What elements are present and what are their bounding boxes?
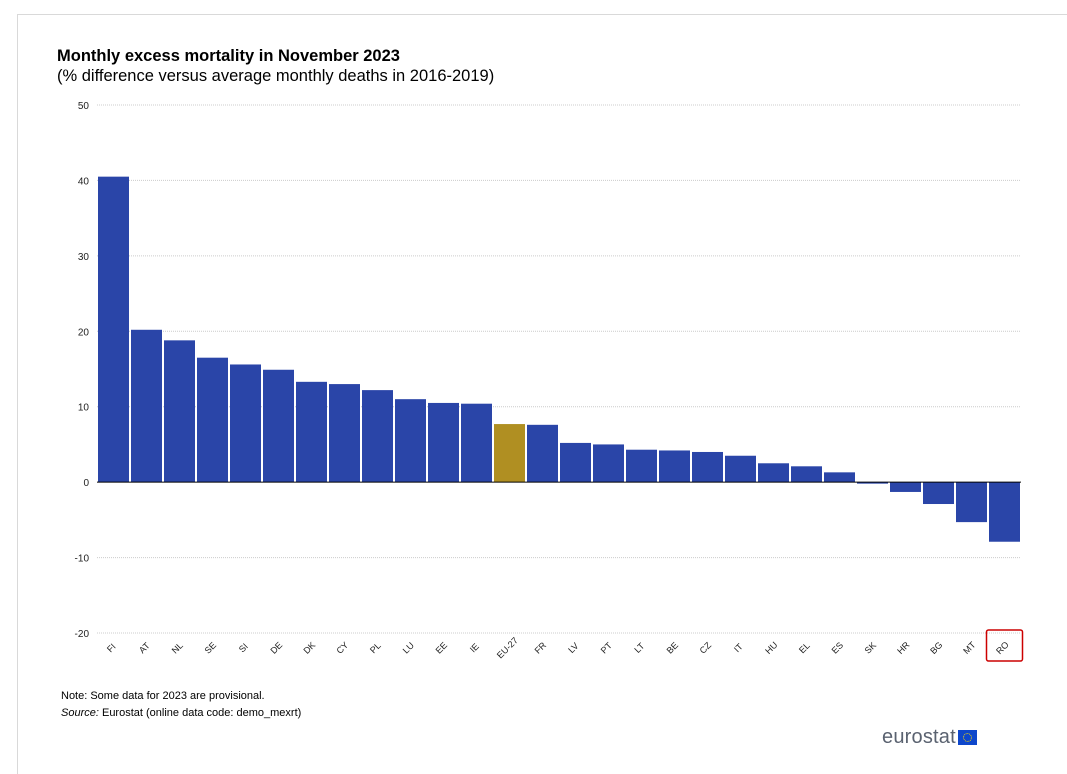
x-tick-label: IE — [468, 641, 481, 654]
x-tick-label: HU — [763, 640, 779, 656]
bar — [956, 482, 987, 523]
bar — [263, 369, 294, 483]
source-text: Eurostat (online data code: demo_mexrt) — [98, 707, 302, 719]
x-tick-label: SE — [203, 640, 219, 656]
x-tick-label: BE — [665, 640, 681, 656]
bar — [362, 390, 393, 483]
bar — [989, 482, 1020, 542]
bar — [164, 340, 195, 483]
y-tick-label: -10 — [75, 554, 90, 565]
bar — [98, 176, 129, 483]
bar — [329, 384, 360, 483]
chart-title: Monthly excess mortality in November 202… — [57, 47, 400, 65]
x-tick-label: MT — [961, 639, 978, 656]
y-tick-label: 40 — [78, 176, 90, 187]
x-tick-label: SI — [237, 641, 250, 654]
bar — [692, 451, 723, 483]
chart-subtitle: (% difference versus average monthly dea… — [57, 67, 495, 85]
x-tick-label: LU — [401, 640, 416, 655]
highlight-box — [985, 629, 1024, 662]
bar — [560, 442, 591, 483]
bar — [923, 482, 954, 505]
bar — [461, 403, 492, 483]
bar — [131, 329, 162, 483]
bar — [494, 424, 525, 483]
source-line: Source: Eurostat (online data code: demo… — [61, 707, 301, 719]
x-tick-label: AT — [137, 640, 152, 655]
bar — [230, 364, 261, 483]
x-tick-label: PT — [599, 640, 615, 656]
bar — [890, 482, 921, 492]
source-label: Source: — [61, 707, 99, 719]
y-tick-label: 50 — [78, 101, 90, 112]
eu-flag-icon — [957, 730, 977, 745]
chart-frame — [17, 14, 1067, 774]
bar — [824, 472, 855, 483]
logo-text: eurostat — [882, 726, 956, 748]
x-tick-label: EL — [797, 640, 812, 655]
x-tick-label: EU-27 — [495, 635, 520, 660]
y-tick-label: -20 — [75, 629, 90, 640]
bar — [659, 450, 690, 483]
bar — [626, 449, 657, 483]
bar — [593, 444, 624, 483]
x-tick-label: PL — [368, 640, 383, 655]
bar-chart: 50 40 30 20 10 0 -10 -20 FI AT NL SE SI DE DK CY PL LU EE I… — [75, 101, 1024, 662]
x-tick-label: ES — [830, 640, 846, 656]
y-tick-label: 0 — [83, 478, 89, 489]
x-tick-label: NL — [170, 640, 185, 655]
bar — [197, 357, 228, 483]
x-tick-label: EE — [434, 640, 450, 656]
bar — [296, 381, 327, 483]
x-tick-label: IT — [732, 641, 745, 654]
y-tick-label: 10 — [78, 403, 90, 414]
bar — [395, 399, 426, 483]
x-tick-label: DE — [268, 640, 284, 656]
y-tick-label: 30 — [78, 252, 90, 263]
x-tick-label: DK — [301, 640, 317, 656]
x-tick-label: FI — [105, 642, 118, 655]
bar — [725, 455, 756, 483]
x-tick-label: CZ — [698, 640, 714, 656]
footnote: Note: Some data for 2023 are provisional… — [61, 690, 265, 702]
x-tick-label: SK — [863, 640, 879, 656]
x-tick-label: BG — [928, 640, 944, 656]
eurostat-logo: eurostat — [882, 726, 977, 749]
bar — [791, 466, 822, 483]
bar — [527, 424, 558, 483]
x-tick-label: RO — [994, 640, 1011, 657]
bar — [758, 463, 789, 483]
bar — [428, 402, 459, 483]
y-tick-label: 20 — [78, 327, 90, 338]
x-tick-label: LT — [632, 641, 646, 655]
bar — [857, 482, 888, 484]
x-tick-label: HR — [895, 639, 912, 656]
x-tick-label: CY — [334, 640, 350, 656]
x-tick-label: LV — [566, 641, 580, 655]
x-tick-label: FR — [533, 640, 549, 656]
